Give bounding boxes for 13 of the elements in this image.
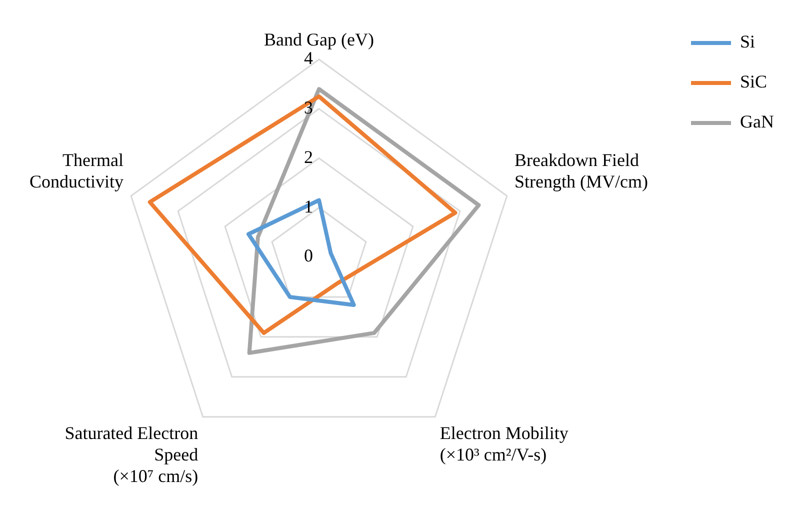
spoke-label: Breakdown Field Strength (MV/cm) [514,150,648,192]
y-tick-label: 3 [304,98,313,118]
legend-label: SiC [740,72,768,92]
spoke-label: Thermal Conductivity [29,150,124,192]
spoke-label: Band Gap (eV) [264,29,374,50]
legend-label: Si [740,32,756,52]
spoke-label: Electron Mobility (×10³ cm²/V-s) [440,422,568,464]
spoke-label: Saturated Electron Speed (×10⁷ cm/s) [64,422,198,486]
y-tick-label: 1 [304,196,313,216]
y-tick-label: 4 [304,48,313,68]
y-tick-label: 2 [304,146,313,167]
legend-label: GaN [740,112,774,132]
y-tick-label: 0 [304,246,313,266]
